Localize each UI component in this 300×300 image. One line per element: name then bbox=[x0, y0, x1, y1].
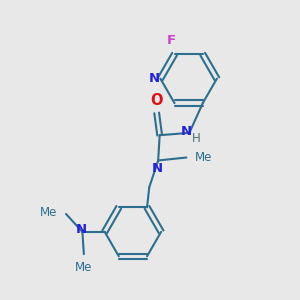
Text: Me: Me bbox=[75, 261, 93, 274]
Text: N: N bbox=[75, 223, 86, 236]
Text: Me: Me bbox=[40, 206, 58, 219]
Text: O: O bbox=[150, 93, 163, 108]
Text: N: N bbox=[180, 125, 191, 138]
Text: H: H bbox=[191, 132, 200, 145]
Text: N: N bbox=[148, 72, 159, 85]
Text: N: N bbox=[152, 162, 163, 175]
Text: F: F bbox=[167, 34, 176, 47]
Text: Me: Me bbox=[195, 151, 212, 164]
